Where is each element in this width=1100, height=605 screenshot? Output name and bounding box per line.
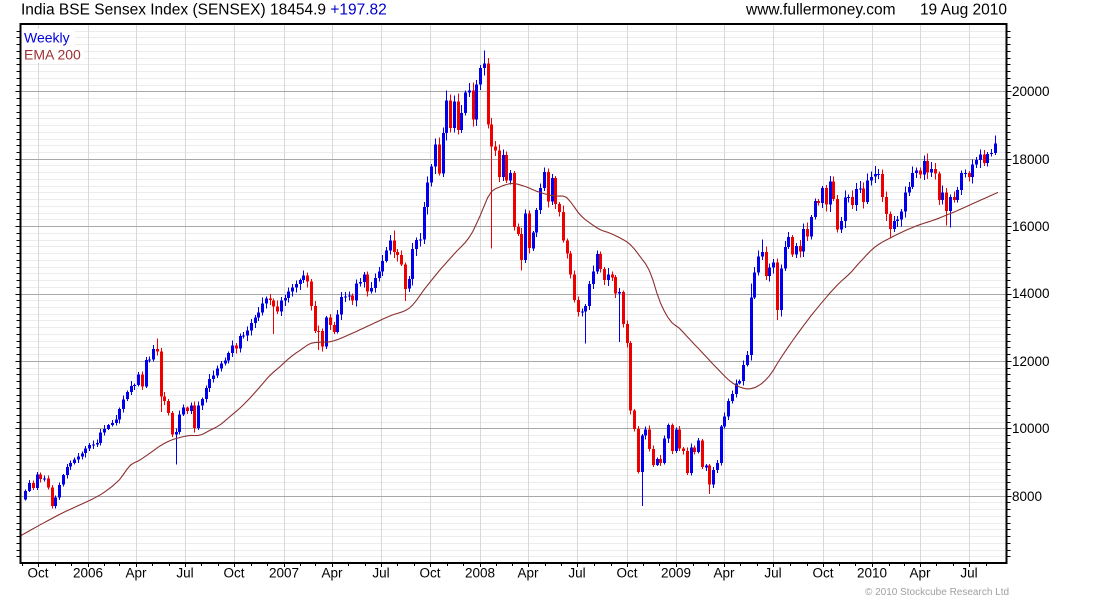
svg-text:Apr: Apr [125, 566, 147, 581]
svg-text:2007: 2007 [269, 566, 299, 581]
svg-text:20000: 20000 [1012, 84, 1050, 99]
svg-text:16000: 16000 [1012, 219, 1050, 234]
svg-text:8000: 8000 [1012, 489, 1042, 504]
svg-text:Jul: Jul [372, 566, 389, 581]
svg-text:www.fullermoney.com: www.fullermoney.com [745, 2, 896, 19]
svg-text:Oct: Oct [27, 566, 48, 581]
svg-text:India BSE Sensex Index (SENSEX: India BSE Sensex Index (SENSEX) 18454.9 … [21, 2, 387, 19]
svg-text:2008: 2008 [465, 566, 495, 581]
svg-text:Jul: Jul [568, 566, 585, 581]
svg-text:10000: 10000 [1012, 421, 1050, 436]
svg-text:Apr: Apr [321, 566, 343, 581]
svg-text:Jul: Jul [960, 566, 977, 581]
svg-text:Apr: Apr [517, 566, 539, 581]
svg-text:Jul: Jul [176, 566, 193, 581]
svg-text:2009: 2009 [661, 566, 691, 581]
svg-text:© 2010 Stockcube Research Ltd: © 2010 Stockcube Research Ltd [865, 587, 1009, 598]
svg-text:Oct: Oct [812, 566, 833, 581]
svg-text:Apr: Apr [713, 566, 735, 581]
svg-text:Oct: Oct [616, 566, 637, 581]
svg-text:Apr: Apr [909, 566, 931, 581]
svg-text:Oct: Oct [419, 566, 440, 581]
svg-text:2010: 2010 [857, 566, 887, 581]
svg-text:18000: 18000 [1012, 152, 1050, 167]
svg-text:14000: 14000 [1012, 286, 1050, 301]
svg-text:EMA 200: EMA 200 [24, 47, 81, 63]
svg-text:Weekly: Weekly [24, 29, 70, 45]
svg-text:Jul: Jul [764, 566, 781, 581]
svg-text:Oct: Oct [223, 566, 244, 581]
svg-text:19 Aug 2010: 19 Aug 2010 [920, 2, 1007, 19]
svg-text:12000: 12000 [1012, 354, 1050, 369]
svg-text:2006: 2006 [73, 566, 103, 581]
